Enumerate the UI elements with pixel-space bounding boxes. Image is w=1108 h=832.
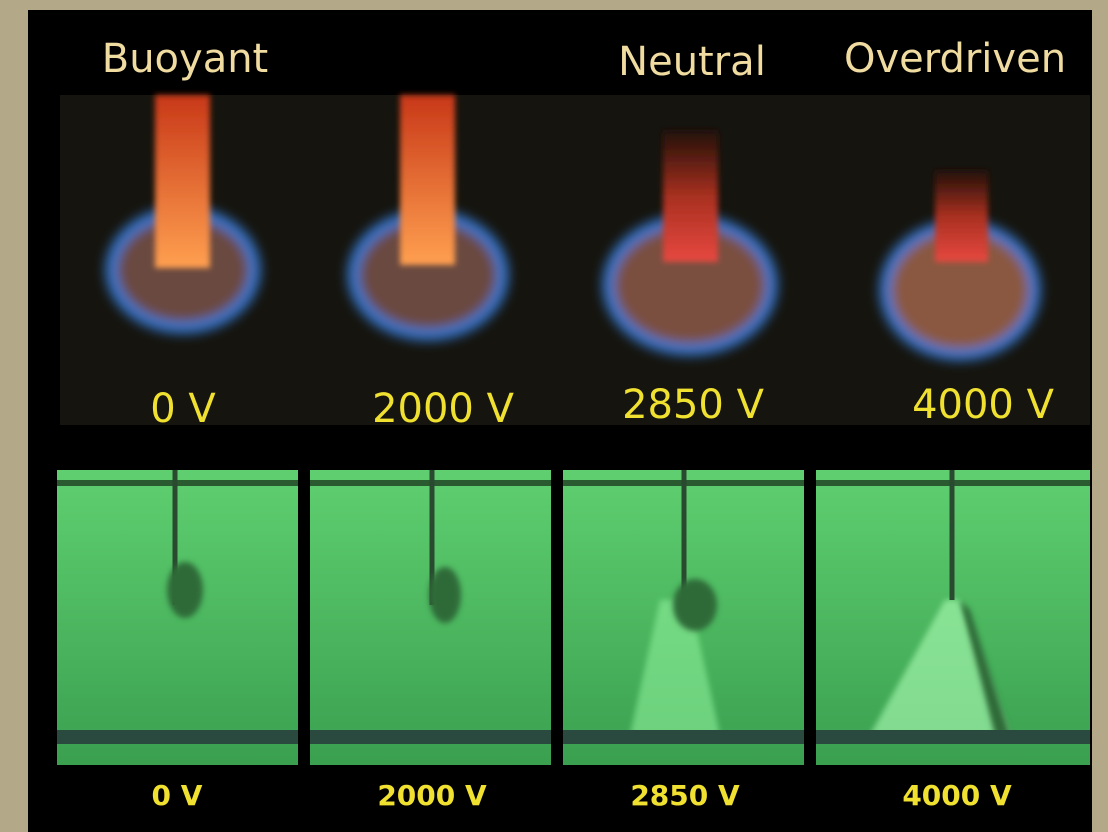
voltage-label: 4000 V — [912, 382, 1055, 428]
voltage-label: 0 V — [150, 386, 216, 432]
label: Buoyant — [102, 36, 268, 82]
voltage-label: 0 V — [152, 779, 203, 812]
voltage-label: 2000 V — [372, 386, 515, 432]
label: Overdriven — [844, 36, 1066, 82]
voltage-label: 2000 V — [377, 779, 487, 812]
schlieren-panels — [57, 470, 1090, 765]
label: Neutral — [618, 39, 766, 85]
voltage-label: 2850 V — [630, 779, 740, 812]
voltage-label: 4000 V — [902, 779, 1012, 812]
flames — [106, 95, 1040, 360]
voltage-label: 2850 V — [622, 382, 765, 428]
